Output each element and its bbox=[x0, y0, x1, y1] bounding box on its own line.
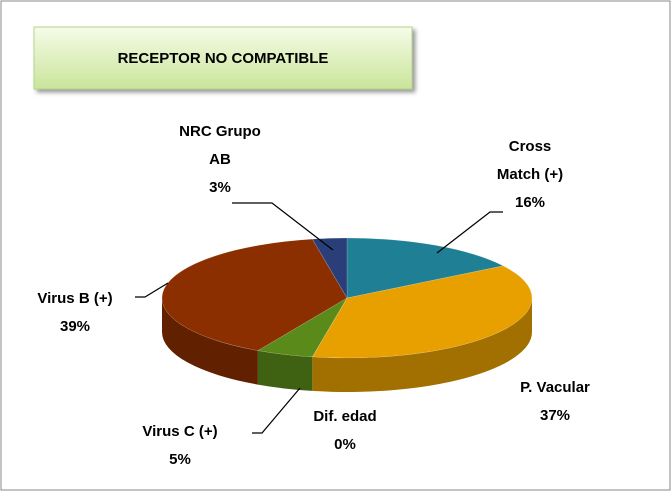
slice bbox=[311, 237, 348, 299]
slice bbox=[257, 297, 348, 358]
label-category: Virus B (+) bbox=[37, 290, 113, 307]
leader-line bbox=[436, 211, 503, 254]
data-label: Virus C (+) 5% bbox=[120, 418, 240, 474]
data-label: Virus B (+) 39% bbox=[15, 285, 135, 341]
data-label: Dif. edad 0% bbox=[290, 403, 400, 459]
label-category: Dif. edad bbox=[313, 408, 377, 425]
leader-line bbox=[252, 387, 301, 434]
slice bbox=[311, 265, 533, 359]
label-category: NRC Grupo AB bbox=[179, 123, 261, 168]
data-label: NRC Grupo AB 3% bbox=[175, 118, 265, 202]
title-box bbox=[33, 26, 413, 90]
label-category: P. Vacular bbox=[520, 379, 590, 396]
data-label: P. Vacular 37% bbox=[500, 374, 610, 430]
leader-lines bbox=[135, 202, 503, 434]
label-value: 37% bbox=[539, 407, 571, 424]
leader-line bbox=[135, 282, 169, 298]
label-value: 39% bbox=[59, 318, 91, 335]
slice-side bbox=[162, 298, 258, 385]
pie bbox=[161, 237, 533, 392]
leader-line bbox=[232, 202, 334, 251]
slice-side bbox=[257, 350, 313, 391]
slice bbox=[161, 238, 348, 351]
slice bbox=[346, 237, 504, 299]
label-value: 0% bbox=[334, 436, 356, 453]
label-value: 16% bbox=[514, 194, 546, 211]
label-category: Virus C (+) bbox=[142, 423, 218, 440]
slice-side bbox=[312, 298, 532, 392]
label-value: 5% bbox=[169, 451, 191, 468]
chart-title: RECEPTOR NO COMPATIBLE bbox=[118, 50, 329, 67]
label-category: Cross Match (+) bbox=[496, 138, 564, 183]
data-label: Cross Match (+) 16% bbox=[485, 133, 575, 217]
label-value: 3% bbox=[209, 179, 231, 196]
